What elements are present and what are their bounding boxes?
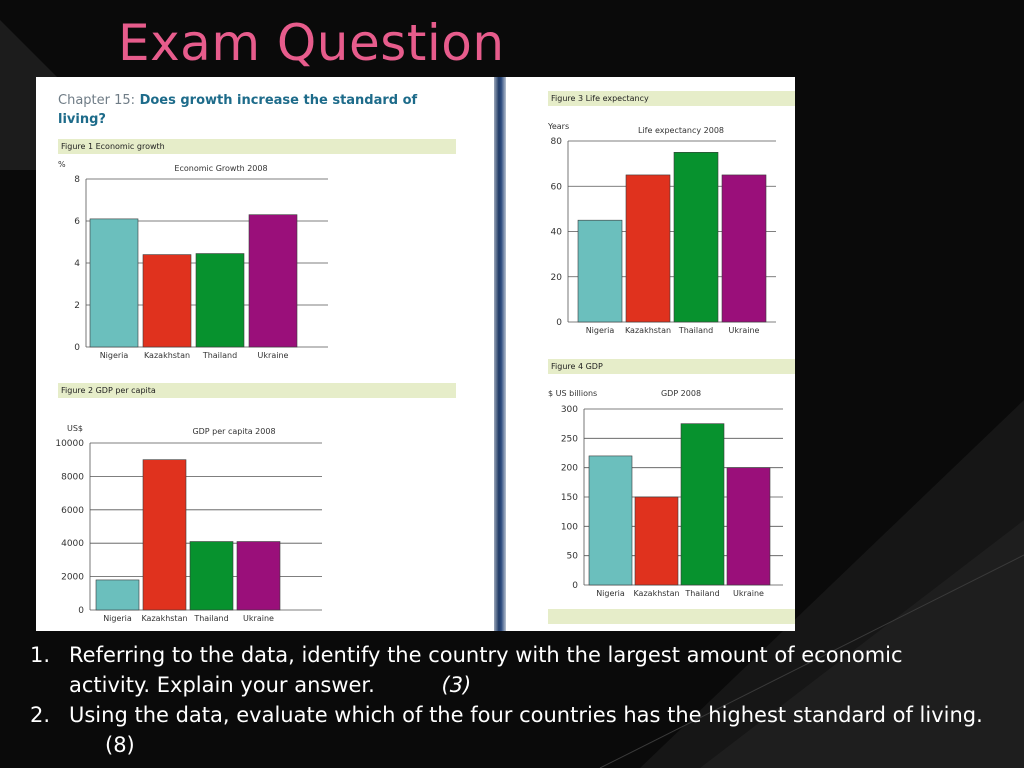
chapter-title: Does growth increase the standard of liv… <box>58 93 418 127</box>
chapter-label: Chapter 15: <box>58 93 136 108</box>
bar-thailand <box>673 152 719 323</box>
bar-kazakhstan <box>634 496 679 586</box>
chapter-heading: Chapter 15: Does growth increase the sta… <box>58 91 458 129</box>
chart-gdp: GDP 2008 $ US billions 0 50 100 150 200 250 300 N… <box>548 389 783 598</box>
question-2-marks: (8) <box>105 733 135 757</box>
chart-title: Economic Growth 2008 <box>174 164 267 173</box>
y-tick-label: 80 <box>551 137 563 147</box>
y-tick-label: 0 <box>572 581 578 591</box>
question-2-text: Using the data, evaluate which of the fo… <box>69 703 983 727</box>
question-1-number: 1. <box>30 643 51 667</box>
chart-title: GDP 2008 <box>661 389 701 398</box>
bar-nigeria <box>95 579 140 611</box>
y-tick-label: 0 <box>556 318 562 328</box>
y-tick-label: 60 <box>551 182 563 192</box>
x-tick-label: Kazakhstan <box>625 326 671 335</box>
bar-thailand <box>195 253 245 348</box>
y-tick-label: 4000 <box>61 539 84 549</box>
slide-title: Exam Question <box>118 14 505 72</box>
y-axis-label: Years <box>547 122 569 131</box>
y-tick-label: 250 <box>561 434 578 444</box>
x-tick-label: Kazakhstan <box>633 589 679 598</box>
question-1-marks: (3) <box>441 673 472 697</box>
y-tick-label: 0 <box>74 343 80 353</box>
figure-2-caption: Figure 2 GDP per capita <box>58 383 456 398</box>
y-tick-label: 200 <box>561 464 578 474</box>
x-tick-label: Thailand <box>202 351 237 360</box>
x-tick-label: Ukraine <box>258 351 289 360</box>
y-tick-label: 2 <box>74 301 80 311</box>
chart-gdp-per-capita: GDP per capita 2008 US$ 0 2000 4000 6000 8000 1… <box>55 424 322 623</box>
question-2-number: 2. <box>30 703 51 727</box>
book-gutter <box>494 77 506 631</box>
bar-nigeria <box>577 219 623 323</box>
question-list: 1. Referring to the data, identify the c… <box>30 640 990 760</box>
y-tick-label: 150 <box>561 493 578 503</box>
chart-economic-growth: Economic Growth 2008% 0 2 4 6 8 Nigeria Kazakhs… <box>58 160 328 360</box>
question-1-text: Referring to the data, identify the coun… <box>69 643 903 697</box>
chart-title: Life expectancy 2008 <box>638 126 724 135</box>
bar-ukraine <box>721 174 767 323</box>
figure-1-caption: Figure 1 Economic growth <box>58 139 456 154</box>
bar-nigeria <box>588 455 633 586</box>
y-tick-label: 6000 <box>61 506 84 516</box>
y-tick-label: 2000 <box>61 573 84 583</box>
y-tick-label: 6 <box>74 217 80 227</box>
bar-nigeria <box>89 218 139 348</box>
y-tick-label: 300 <box>561 405 578 415</box>
textbook-page-right: Figure 3 Life expectancy Life expectancy… <box>506 77 795 631</box>
x-tick-label: Ukraine <box>729 326 760 335</box>
bar-ukraine <box>248 214 298 348</box>
y-tick-label: 40 <box>551 228 563 238</box>
y-tick-label: 8 <box>74 175 80 185</box>
question-1: 1. Referring to the data, identify the c… <box>30 640 990 700</box>
bar-kazakhstan <box>625 174 671 323</box>
x-tick-label: Nigeria <box>100 351 129 360</box>
textbook-page-left: Chapter 15: Does growth increase the sta… <box>36 77 494 631</box>
question-2: 2. Using the data, evaluate which of the… <box>30 700 990 760</box>
chart-life-expectancy: Life expectancy 2008 Years 0 20 40 60 80 Nigeri… <box>547 122 776 335</box>
y-tick-label: 0 <box>78 606 84 616</box>
bar-kazakhstan <box>142 459 187 611</box>
bar-ukraine <box>726 467 771 586</box>
x-tick-label: Nigeria <box>103 614 132 623</box>
y-axis-label: $ US billions <box>548 389 597 398</box>
bar-thailand <box>680 423 725 586</box>
y-axis-label: US$ <box>67 424 83 433</box>
y-tick-label: 10000 <box>55 439 84 449</box>
x-tick-label: Nigeria <box>596 589 625 598</box>
y-axis-label: % <box>58 160 66 169</box>
y-tick-label: 8000 <box>61 472 84 482</box>
x-tick-label: Thailand <box>684 589 719 598</box>
x-tick-label: Ukraine <box>243 614 274 623</box>
x-tick-label: Ukraine <box>733 589 764 598</box>
figure-3-caption: Figure 3 Life expectancy <box>548 91 795 106</box>
bar-thailand <box>189 541 234 611</box>
x-tick-label: Kazakhstan <box>141 614 187 623</box>
bar-kazakhstan <box>142 254 192 348</box>
x-tick-label: Thailand <box>678 326 713 335</box>
bar-ukraine <box>236 541 281 611</box>
y-tick-label: 100 <box>561 522 578 532</box>
y-tick-label: 20 <box>551 273 563 283</box>
y-tick-label: 50 <box>567 552 579 562</box>
figure-band-empty <box>548 609 795 624</box>
x-tick-label: Nigeria <box>586 326 615 335</box>
chart-title: GDP per capita 2008 <box>192 427 275 436</box>
x-tick-label: Kazakhstan <box>144 351 190 360</box>
figure-4-caption: Figure 4 GDP <box>548 359 795 374</box>
y-tick-label: 4 <box>74 259 80 269</box>
x-tick-label: Thailand <box>193 614 228 623</box>
